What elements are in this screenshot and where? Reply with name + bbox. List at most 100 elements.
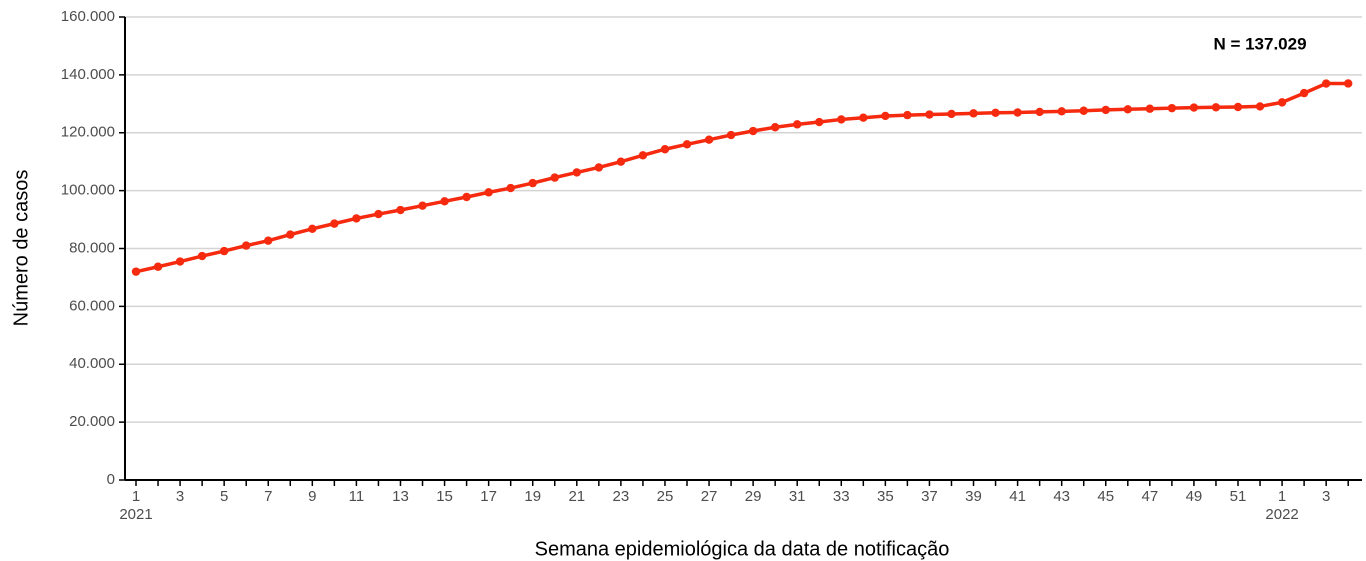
point — [153, 262, 163, 271]
point — [660, 145, 670, 154]
point — [704, 135, 714, 144]
y-tick-label: 140.000 — [61, 66, 115, 83]
point — [616, 157, 626, 166]
point — [330, 219, 339, 228]
point — [1255, 102, 1265, 111]
x-tick-label: 45 — [1097, 488, 1114, 505]
point — [572, 168, 581, 177]
x-tick-label: 31 — [789, 488, 806, 505]
x-tick-label: 13 — [392, 488, 409, 505]
x-tick-label: 17 — [480, 488, 497, 505]
y-axis-label: Número de casos — [10, 170, 32, 327]
point — [308, 224, 317, 234]
x-tick-label: 33 — [833, 488, 850, 505]
x-tick-label: 9 — [308, 488, 316, 505]
point — [1101, 105, 1110, 115]
point — [748, 126, 758, 136]
x-tick-label: 47 — [1141, 488, 1158, 505]
y-tick-label: 20.000 — [69, 413, 115, 430]
point — [506, 183, 515, 193]
point — [484, 188, 493, 197]
point — [264, 236, 273, 245]
point — [682, 140, 692, 149]
x-tick-label: 35 — [877, 488, 894, 505]
point — [1211, 103, 1221, 112]
point — [1123, 105, 1133, 114]
point — [859, 113, 868, 122]
year-label: 2021 — [119, 506, 152, 523]
point — [837, 115, 846, 124]
x-tick-label: 7 — [264, 488, 272, 505]
x-tick-label: 51 — [1230, 488, 1247, 505]
point — [1013, 108, 1022, 117]
point — [903, 110, 912, 120]
x-tick-label: 41 — [1009, 488, 1026, 505]
x-tick-label: 3 — [176, 488, 184, 505]
x-tick-label: 43 — [1053, 488, 1070, 505]
point — [286, 230, 295, 239]
y-tick-label: 0 — [107, 471, 115, 488]
x-tick-label: 29 — [745, 488, 762, 505]
y-tick-label: 80.000 — [69, 239, 115, 256]
y-tick-label: 40.000 — [69, 355, 115, 372]
line — [135, 81, 1349, 274]
point — [374, 209, 383, 219]
point — [793, 120, 802, 129]
point — [462, 192, 471, 202]
x-tick-label: 25 — [657, 488, 674, 505]
point — [1079, 106, 1088, 115]
point — [1344, 79, 1353, 88]
point — [528, 178, 537, 188]
y-tick-label: 120.000 — [61, 124, 115, 141]
point — [396, 205, 405, 215]
point — [1145, 104, 1155, 113]
y-tick-label: 60.000 — [69, 297, 115, 314]
point — [947, 109, 956, 119]
point — [594, 163, 604, 172]
point — [1277, 98, 1287, 107]
point — [1233, 102, 1243, 112]
x-tick-label: 11 — [349, 488, 365, 505]
y-tick-label: 160.000 — [61, 8, 115, 25]
x-tick-label: 49 — [1186, 488, 1203, 505]
x-tick-label: 15 — [436, 488, 453, 505]
point — [969, 109, 978, 118]
x-tick-label: 5 — [220, 488, 228, 505]
point — [1057, 107, 1066, 116]
point — [726, 130, 736, 140]
point — [352, 214, 361, 223]
point — [881, 111, 890, 121]
point — [1189, 103, 1199, 112]
year-label: 2022 — [1265, 506, 1298, 523]
point — [197, 251, 207, 261]
x-tick-label: 37 — [921, 488, 938, 505]
x-tick-label: 39 — [965, 488, 982, 505]
point — [131, 267, 141, 276]
x-tick-label: 23 — [613, 488, 630, 505]
point — [1321, 79, 1331, 88]
point — [550, 173, 559, 182]
x-tick-label: 1 — [132, 488, 140, 505]
x-tick-label: 27 — [701, 488, 718, 505]
point — [418, 201, 427, 210]
x-tick-label: 3 — [1322, 488, 1330, 505]
annotation: N = 137.029 — [1213, 34, 1306, 53]
x-tick-label: 19 — [524, 488, 541, 505]
point — [1035, 107, 1044, 117]
x-tick-label: 1 — [1278, 488, 1286, 505]
point — [219, 246, 229, 256]
point — [770, 123, 780, 132]
point — [991, 108, 1000, 117]
point — [1299, 88, 1309, 98]
point — [638, 151, 648, 160]
point — [440, 197, 449, 206]
point — [925, 110, 934, 119]
y-tick-label: 100.000 — [61, 182, 115, 199]
point — [175, 257, 185, 266]
x-tick-label: 21 — [568, 488, 585, 505]
x-axis-label: Semana epidemiológica da data de notific… — [535, 538, 950, 560]
point — [815, 117, 824, 127]
point — [242, 241, 251, 250]
point — [1167, 103, 1177, 113]
